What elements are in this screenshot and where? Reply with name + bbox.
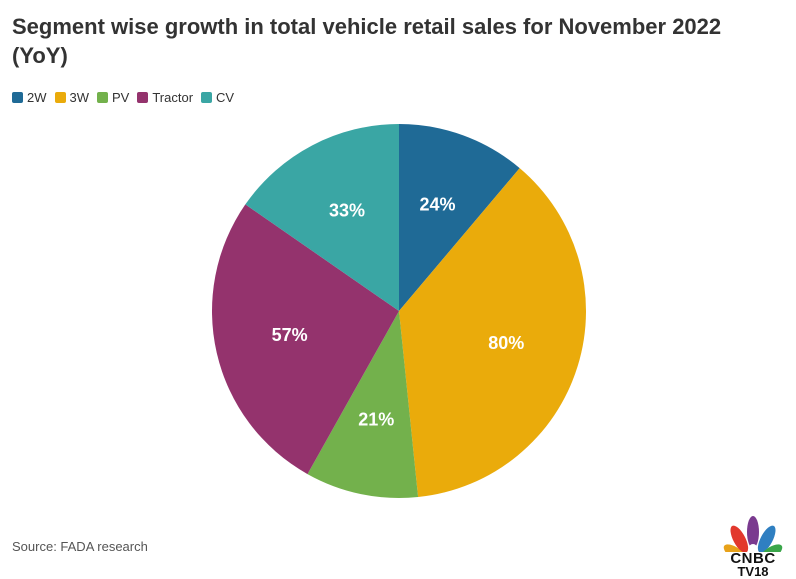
source-note: Source: FADA research: [12, 539, 148, 554]
data-label-tractor: 57%: [272, 325, 308, 345]
legend-item-tractor: Tractor: [137, 90, 193, 105]
pie-slice-3w: [399, 168, 586, 498]
legend-item-3w: 3W: [54, 90, 90, 105]
legend-label: CV: [216, 90, 235, 105]
legend-item-pv: PV: [97, 90, 129, 105]
logo-brand-text: CNBC: [730, 550, 776, 567]
legend-item-2w: 2W: [12, 90, 47, 105]
data-label-pv: 21%: [358, 410, 394, 430]
data-label-2w: 24%: [420, 194, 456, 214]
chart-title: Segment wise growth in total vehicle ret…: [12, 14, 722, 68]
legend-label: PV: [112, 90, 130, 105]
pie-slice-pv: [307, 311, 419, 498]
legend: 2W 3W PV Tractor CV: [12, 90, 242, 105]
pie-slice-tractor: [211, 204, 399, 475]
legend-swatch: [54, 92, 66, 103]
legend-swatch: [137, 92, 149, 103]
legend-swatch: [12, 92, 23, 103]
legend-label: 2W: [27, 90, 47, 105]
pie-slice-cv: [245, 123, 399, 311]
legend-swatch: [97, 92, 108, 103]
logo-sub-text: TV18: [737, 564, 769, 579]
legend-label: Tractor: [152, 90, 194, 105]
data-label-3w: 80%: [488, 333, 524, 353]
data-label-cv: 33%: [329, 200, 365, 220]
legend-item-cv: CV: [201, 90, 234, 105]
cnbc-tv18-logo: CNBC TV18: [718, 512, 788, 579]
legend-swatch: [201, 92, 213, 103]
peacock-icon: [723, 516, 783, 552]
legend-label: 3W: [69, 90, 90, 105]
pie-slice-2w: [399, 124, 520, 311]
